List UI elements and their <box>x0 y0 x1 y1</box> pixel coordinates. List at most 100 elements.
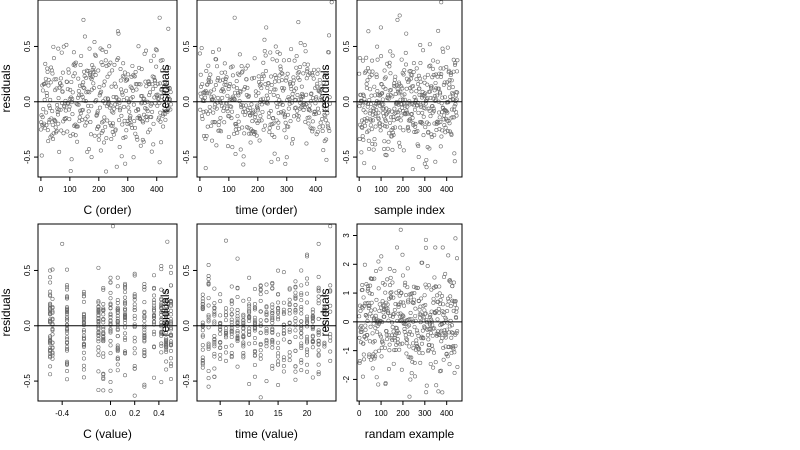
scatter-point <box>447 278 452 283</box>
scatter-point <box>286 124 291 129</box>
scatter-point <box>384 337 389 342</box>
scatter-point <box>197 51 202 56</box>
scatter-point <box>446 299 451 304</box>
scatter-point <box>123 335 128 340</box>
scatter-point <box>159 320 164 325</box>
scatter-point <box>414 89 419 94</box>
scatter-point <box>287 353 292 358</box>
scatter-point <box>56 107 61 112</box>
scatter-point <box>166 26 171 31</box>
scatter-point <box>58 107 63 112</box>
scatter-point <box>198 72 203 77</box>
scatter-point <box>45 66 50 71</box>
scatter-point <box>108 121 113 126</box>
scatter-point <box>103 58 108 63</box>
scatter-point <box>316 341 321 346</box>
scatter-point <box>232 15 237 20</box>
scatter-point <box>410 116 415 121</box>
scatter-point <box>250 76 255 81</box>
scatter-point <box>412 325 417 330</box>
scatter-point <box>65 316 70 321</box>
y-tick-label: -0.5 <box>23 150 32 164</box>
scatter-point <box>210 138 215 143</box>
scatter-point <box>409 355 414 360</box>
scatter-point <box>131 155 136 160</box>
scatter-point <box>390 94 395 99</box>
scatter-point <box>416 82 421 87</box>
scatter-point <box>61 131 66 136</box>
scatter-point <box>115 284 120 289</box>
scatter-point <box>369 93 374 98</box>
scatter-point <box>75 95 80 100</box>
scatter-point <box>376 117 381 122</box>
scatter-point <box>452 151 457 156</box>
scatter-point <box>108 322 113 327</box>
scatter-point <box>276 306 281 311</box>
scatter-point <box>83 116 88 121</box>
scatter-point <box>96 300 101 305</box>
scatter-point <box>398 311 403 316</box>
scatter-point <box>292 106 297 111</box>
scatter-point <box>420 351 425 356</box>
scatter-point <box>96 307 101 312</box>
scatter-point <box>315 81 320 86</box>
x-axis: 0 100 200 300 400 <box>198 177 323 194</box>
x-tick-label: 200 <box>396 185 410 194</box>
x-tick-label: 200 <box>92 185 106 194</box>
scatter-point <box>147 127 152 132</box>
scatter-point <box>241 335 246 340</box>
scatter-point <box>357 335 362 340</box>
scatter-point <box>44 91 49 96</box>
scatter-point <box>276 340 281 345</box>
scatter-point <box>405 298 410 303</box>
scatter-point <box>447 278 452 283</box>
scatter-point <box>436 86 441 91</box>
scatter-point <box>390 53 395 58</box>
scatter-point <box>103 96 108 101</box>
scatter-point <box>328 338 333 343</box>
scatter-point <box>236 91 241 96</box>
scatter-point <box>430 104 435 109</box>
scatter-point <box>388 275 393 280</box>
scatter-point <box>216 123 221 128</box>
scatter-point <box>168 264 173 269</box>
scatter-point <box>252 353 257 358</box>
scatter-point <box>230 109 235 114</box>
scatter-point <box>441 49 446 54</box>
scatter-point <box>399 291 404 296</box>
scatter-point <box>299 292 304 297</box>
scatter-point <box>235 319 240 324</box>
scatter-point <box>388 49 393 54</box>
scatter-point <box>411 70 416 75</box>
scatter-point <box>132 74 137 79</box>
scatter-point <box>390 325 395 330</box>
scatter-point <box>163 117 168 122</box>
scatter-point <box>81 341 86 346</box>
scatter-point <box>115 275 120 280</box>
scatter-point <box>258 356 263 361</box>
scatter-point <box>118 67 123 72</box>
scatter-point <box>215 78 220 83</box>
scatter-point <box>55 112 60 117</box>
scatter-point <box>137 114 142 119</box>
scatter-point <box>236 93 241 98</box>
scatter-point <box>276 354 281 359</box>
scatter-point <box>293 105 298 110</box>
scatter-point <box>168 299 173 304</box>
scatter-point <box>208 72 213 77</box>
scatter-point <box>235 316 240 321</box>
scatter-point <box>166 65 171 70</box>
scatter-point <box>305 334 310 339</box>
scatter-point <box>142 100 147 105</box>
scatter-point <box>120 122 125 127</box>
scatter-point <box>387 348 392 353</box>
scatter-point <box>361 137 366 142</box>
scatter-point <box>163 111 168 116</box>
scatter-point <box>65 328 70 333</box>
scatter-point <box>416 73 421 78</box>
scatter-point <box>360 287 365 292</box>
scatter-point <box>206 303 211 308</box>
scatter-point <box>391 126 396 131</box>
scatter-point <box>77 115 82 120</box>
scatter-point <box>152 79 157 84</box>
